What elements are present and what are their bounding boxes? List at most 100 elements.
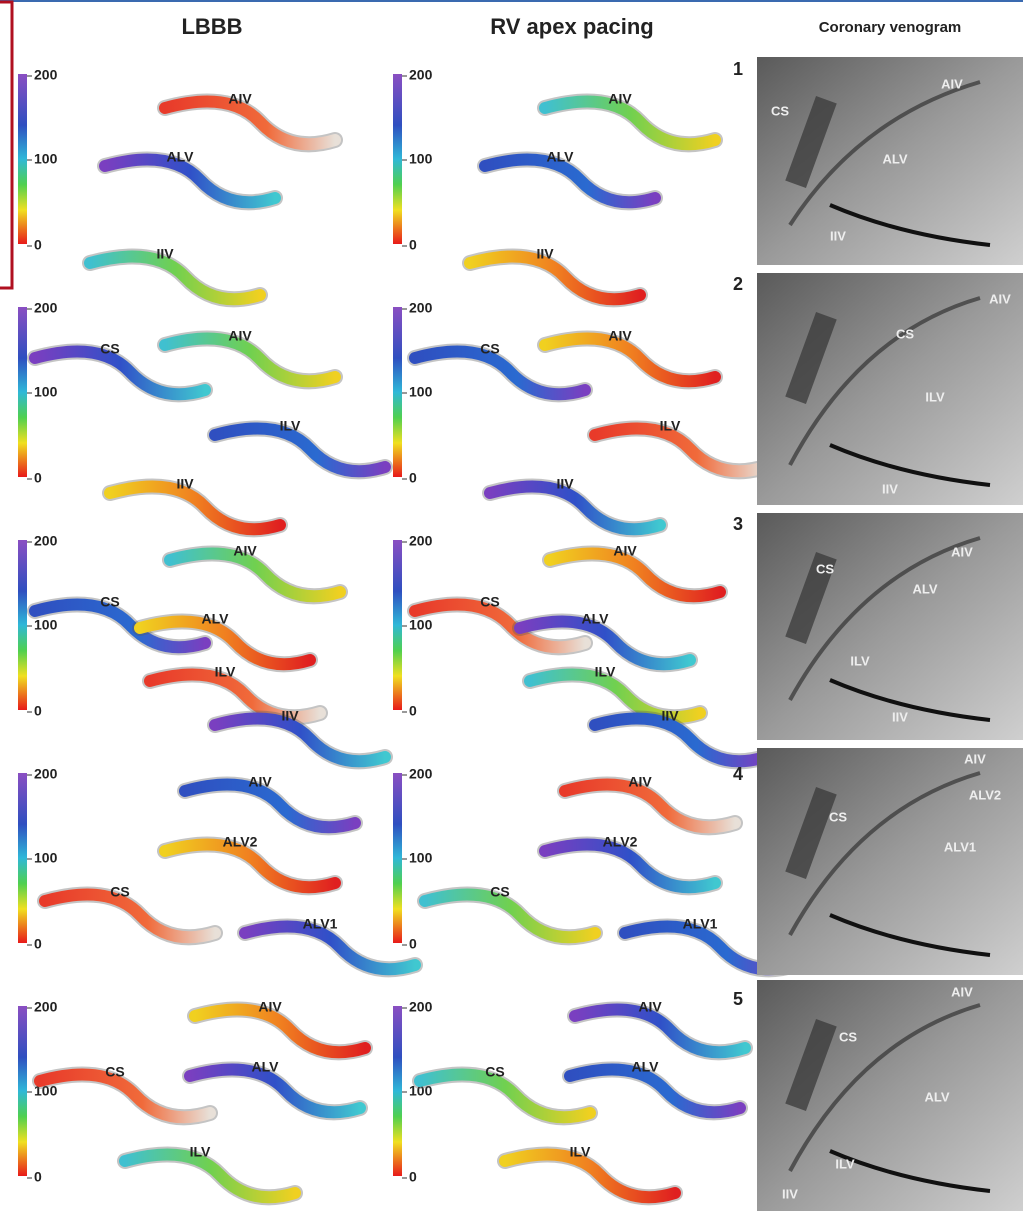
- panels: 200 100 0 AIV ALV IIV 200 100 0 AIV ALV IIV 1 CS AIV AL…: [18, 57, 1023, 1211]
- vessel-label: CS: [110, 884, 129, 900]
- venogram-label: ILV: [925, 389, 945, 404]
- venogram-label: IIV: [782, 1186, 798, 1201]
- colorbar: [393, 307, 402, 477]
- colorbar-label: 200: [409, 533, 433, 549]
- colorbar-label: 200: [409, 999, 433, 1015]
- colorbar-label: 100: [409, 151, 433, 167]
- colorbar: [393, 773, 402, 943]
- vessel-label: ILV: [280, 418, 301, 434]
- vessel-label: CS: [105, 1064, 124, 1080]
- venogram-label: IIV: [882, 481, 898, 496]
- venogram-label: ALV: [882, 151, 907, 166]
- highlight-frame: [0, 2, 12, 288]
- vessel-label: CS: [490, 884, 509, 900]
- vessel-label: ALV1: [683, 916, 718, 932]
- vessel-label: IIV: [281, 708, 299, 724]
- venogram-label: IIV: [830, 228, 846, 243]
- vessel-label: ILV: [595, 664, 616, 680]
- colorbar: [18, 540, 27, 710]
- vessel-label: AIV: [608, 91, 632, 107]
- vessel-label: IIV: [536, 246, 554, 262]
- colorbar-label: 100: [34, 151, 58, 167]
- vessel-label: ALV2: [603, 834, 638, 850]
- colorbar-label: 200: [34, 67, 58, 83]
- venogram-label: CS: [839, 1029, 857, 1044]
- colorbar-label: 0: [409, 936, 417, 952]
- vessel-label: IIV: [156, 246, 174, 262]
- venogram-label: AIV: [989, 291, 1011, 306]
- vessel-label: ILV: [570, 1144, 591, 1160]
- colorbar-label: 0: [409, 237, 417, 253]
- venogram-label: ALV2: [969, 787, 1001, 802]
- vessel-label: AIV: [608, 328, 632, 344]
- colorbar: [18, 773, 27, 943]
- colorbar-label: 200: [34, 999, 58, 1015]
- row-number: 5: [733, 989, 743, 1009]
- colorbar-label: 200: [34, 766, 58, 782]
- colorbar-label: 100: [34, 617, 58, 633]
- vessel-label: ILV: [660, 418, 681, 434]
- vessel-label: CS: [480, 594, 499, 610]
- vessel-label: AIV: [258, 999, 282, 1015]
- vessel-label: AIV: [233, 543, 257, 559]
- venogram-label: AIV: [951, 544, 973, 559]
- vessel-label: CS: [100, 341, 119, 357]
- vessel-label: ALV: [582, 611, 610, 627]
- venogram-label: AIV: [964, 751, 986, 766]
- vessel-label: AIV: [228, 328, 252, 344]
- vessel-label: ALV: [167, 149, 195, 165]
- figure: LBBB RV apex pacing Coronary venogram 20…: [0, 0, 1023, 1211]
- vessel-label: CS: [485, 1064, 504, 1080]
- venogram-label: ILV: [850, 653, 870, 668]
- venogram-label: ALV: [924, 1089, 949, 1104]
- row-number: 1: [733, 59, 743, 79]
- vessel-label: IIV: [176, 476, 194, 492]
- colorbar: [18, 74, 27, 244]
- colorbar-label: 200: [34, 533, 58, 549]
- colorbar-label: 100: [34, 384, 58, 400]
- colorbar-label: 200: [409, 300, 433, 316]
- vessel-label: ALV2: [223, 834, 258, 850]
- colorbar: [393, 74, 402, 244]
- colorbar: [393, 540, 402, 710]
- row-number: 4: [733, 764, 743, 784]
- colorbar-label: 100: [409, 850, 433, 866]
- venogram-label: ALV1: [944, 839, 976, 854]
- venogram-label: AIV: [951, 984, 973, 999]
- vessel-label: ALV: [632, 1059, 660, 1075]
- colorbar-label: 0: [409, 1169, 417, 1185]
- vessel-label: AIV: [228, 91, 252, 107]
- row-number: 3: [733, 514, 743, 534]
- colorbar: [18, 1006, 27, 1176]
- column-header: LBBB: [181, 14, 242, 39]
- colorbar-label: 200: [409, 67, 433, 83]
- vessel-label: AIV: [248, 774, 272, 790]
- colorbar-label: 100: [409, 617, 433, 633]
- colorbar-label: 0: [34, 237, 42, 253]
- venogram-label: AIV: [941, 76, 963, 91]
- vessel-label: AIV: [628, 774, 652, 790]
- colorbar-label: 0: [409, 470, 417, 486]
- venogram-label: IIV: [892, 709, 908, 724]
- column-header: Coronary venogram: [819, 19, 962, 36]
- venogram-label: CS: [816, 561, 834, 576]
- colorbar-label: 0: [409, 703, 417, 719]
- vessel-label: ILV: [215, 664, 236, 680]
- vessel-label: ALV: [202, 611, 230, 627]
- vessel-label: CS: [100, 594, 119, 610]
- colorbar-label: 100: [409, 384, 433, 400]
- vessel-label: ILV: [190, 1144, 211, 1160]
- vessel-label: AIV: [638, 999, 662, 1015]
- column-header: RV apex pacing: [490, 14, 653, 39]
- vessel-label: CS: [480, 341, 499, 357]
- venogram-label: CS: [829, 809, 847, 824]
- venogram-label: ILV: [835, 1156, 855, 1171]
- vessel-label: ALV: [547, 149, 575, 165]
- vessel-label: ALV1: [303, 916, 338, 932]
- venogram-label: CS: [771, 103, 789, 118]
- colorbar-label: 100: [34, 850, 58, 866]
- colorbar-label: 200: [34, 300, 58, 316]
- colorbar-label: 200: [409, 766, 433, 782]
- vessel-label: AIV: [613, 543, 637, 559]
- colorbar-label: 0: [34, 936, 42, 952]
